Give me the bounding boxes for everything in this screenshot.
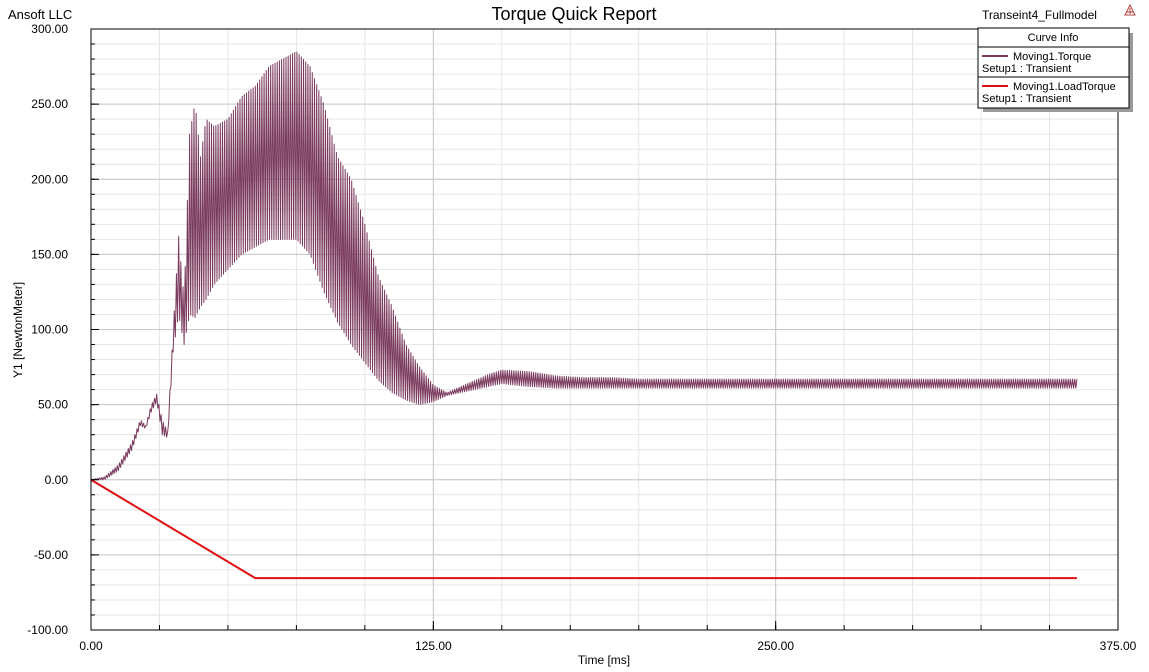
x-tick-label: 375.00 bbox=[1100, 639, 1137, 653]
y-tick-label: 300.00 bbox=[31, 22, 68, 36]
legend-title: Curve Info bbox=[1028, 32, 1079, 44]
y-tick-label: 150.00 bbox=[31, 247, 68, 261]
series-line-moving1-loadtorque bbox=[90, 478, 1077, 580]
legend-curve-info[interactable]: Curve Info Moving1.Torque Setup1 : Trans… bbox=[977, 27, 1133, 112]
y-tick-label: 100.00 bbox=[31, 323, 68, 337]
y-axis-title: Y1 [NewtonMeter] bbox=[11, 282, 25, 378]
axis-ticks: 0.00 125.00 250.00 375.00 -100.00 -50.00 0.00 5… bbox=[27, 22, 1136, 653]
x-axis-title: Time [ms] bbox=[578, 653, 630, 667]
x-tick-label: 125.00 bbox=[415, 639, 452, 653]
plot-area: 0.00 125.00 250.00 375.00 -100.00 -50.00 0.00 5… bbox=[27, 22, 1136, 653]
y-tick-label: -50.00 bbox=[34, 548, 68, 562]
y-tick-label: -100.00 bbox=[27, 623, 68, 637]
company-label: Ansoft LLC bbox=[8, 7, 72, 22]
series-line-moving1-torque bbox=[91, 51, 1078, 481]
legend-entry-setup: Setup1 : Transient bbox=[982, 93, 1071, 105]
legend-entry-load-torque[interactable]: Moving1.LoadTorque Setup1 : Transient bbox=[982, 81, 1116, 105]
legend-entry-name: Moving1.Torque bbox=[1013, 51, 1091, 63]
y-tick-label: 200.00 bbox=[31, 172, 68, 186]
legend-box bbox=[977, 27, 1130, 109]
y-tick-label: 250.00 bbox=[31, 97, 68, 111]
ansoft-logo-icon bbox=[1124, 3, 1136, 16]
legend-entry-setup: Setup1 : Transient bbox=[982, 63, 1071, 75]
y-tick-label: 0.00 bbox=[45, 473, 69, 487]
legend-entry-name: Moving1.LoadTorque bbox=[1013, 81, 1116, 93]
x-tick-label: 0.00 bbox=[79, 639, 103, 653]
series-layer bbox=[90, 51, 1078, 580]
chart-title: Torque Quick Report bbox=[491, 4, 656, 24]
design-name-label: Transeint4_Fullmodel bbox=[982, 8, 1097, 22]
legend-entry-torque[interactable]: Moving1.Torque Setup1 : Transient bbox=[982, 51, 1091, 75]
x-tick-label: 250.00 bbox=[757, 639, 794, 653]
y-tick-label: 50.00 bbox=[38, 398, 68, 412]
